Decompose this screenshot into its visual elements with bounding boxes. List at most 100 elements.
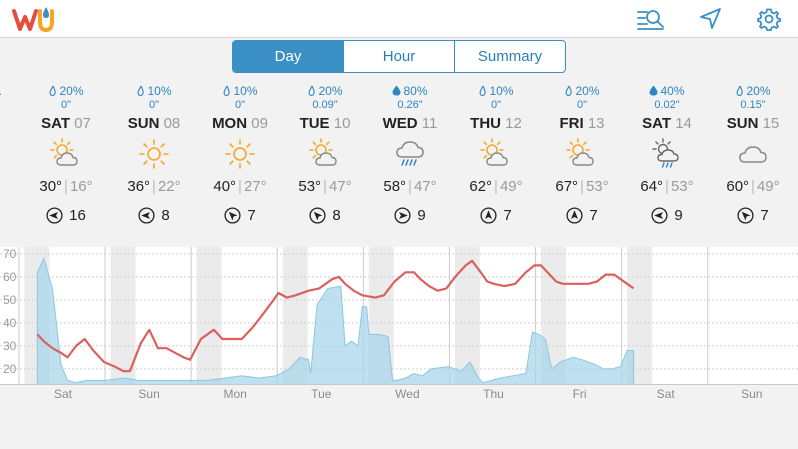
- day-column[interactable]: 20% 0" FRI 13 67° | 53° 7: [540, 84, 624, 227]
- temperature-range: 40° | 27°: [213, 178, 267, 195]
- sunny-icon: [112, 135, 196, 173]
- wind-direction-icon: [138, 206, 161, 224]
- tab-summary[interactable]: Summary: [454, 41, 565, 72]
- forecast-chart[interactable]: 20 30 40 50 60 70: [0, 247, 798, 385]
- precip-amount: 0": [490, 99, 502, 111]
- day-column[interactable]: 20% 0.15" SUN 15 60° | 49° 7: [711, 84, 795, 227]
- x-axis-day-label: Sun: [138, 387, 160, 401]
- day-column[interactable]: 10% 0" SUN 08 36° | 22° 8: [112, 84, 196, 227]
- y-tick-label: 60: [3, 270, 17, 284]
- day-column[interactable]: 20% 0.09" TUE 10 53° | 47° 8: [283, 84, 367, 227]
- day-column-partial[interactable]: .Y4°: [0, 84, 23, 198]
- temperature-range: 60° | 49°: [726, 178, 780, 195]
- precip-chance: 20%: [24, 84, 108, 98]
- precip-chance: 20%: [711, 84, 795, 98]
- day-column[interactable]: 40% 0.02" SAT 14 64° | 53° 9: [625, 84, 709, 227]
- wind: 16: [24, 203, 108, 227]
- y-tick-label: 30: [3, 339, 17, 353]
- raindrop-icon: [649, 85, 658, 96]
- search-list-icon[interactable]: [636, 7, 666, 31]
- cloudy-icon: [711, 135, 795, 173]
- y-tick-label: 20: [3, 362, 17, 376]
- precip-amount: 0.09": [312, 99, 338, 111]
- day-label: SUN 15: [726, 115, 780, 132]
- wind: 9: [368, 203, 452, 227]
- temperature-range: 36° | 22°: [127, 178, 181, 195]
- wind-direction-icon: [309, 206, 332, 224]
- wind-direction-icon: [394, 206, 417, 224]
- wind: 7: [198, 203, 282, 227]
- wind: 7: [711, 203, 795, 227]
- x-axis-day-label: Tue: [311, 387, 332, 401]
- wind-direction-icon: [651, 206, 674, 224]
- x-axis-day-label: Fri: [572, 387, 587, 401]
- location-arrow-icon[interactable]: [698, 7, 724, 31]
- gear-icon[interactable]: [756, 7, 782, 31]
- app-header: [0, 0, 798, 38]
- showers-icon: [625, 135, 709, 173]
- wu-logo[interactable]: [10, 3, 60, 35]
- precip-chance: 10%: [198, 84, 282, 98]
- day-label: WED 11: [382, 115, 438, 132]
- x-axis-day-label: Thu: [483, 387, 504, 401]
- day-label: THU 12: [470, 115, 522, 132]
- wind-direction-icon: [737, 206, 760, 224]
- day-column[interactable]: 10% 0" THU 12 62° | 49° 7: [454, 84, 538, 227]
- y-tick-label: 50: [3, 293, 17, 307]
- day-label: MON 09: [212, 115, 268, 132]
- day-label: SUN 08: [127, 115, 181, 132]
- precip-amount: 0.02": [654, 99, 680, 111]
- x-axis-day-label: Sat: [53, 387, 73, 401]
- partly-cloudy-icon: [454, 135, 538, 173]
- day-column[interactable]: 20% 0" SAT 07 30° | 16° 16: [24, 84, 108, 227]
- night-band: [196, 247, 222, 385]
- partly-cloudy-icon: [283, 135, 367, 173]
- wind-direction-icon: [480, 206, 503, 224]
- wind-direction-icon: [566, 206, 589, 224]
- daily-forecast[interactable]: 20% 0" SAT 07 30° | 16° 16 10% 0" SUN 08 36° | 22° 8 1…: [0, 84, 798, 234]
- tab-hour[interactable]: Hour: [343, 41, 454, 72]
- precip-amount: 0": [60, 99, 72, 111]
- day-label: FRI 13: [559, 115, 605, 132]
- precip-amount: 0": [234, 99, 246, 111]
- day-label: SAT 07: [41, 115, 91, 132]
- tab-day[interactable]: Day: [233, 41, 343, 72]
- raindrop-icon: [138, 85, 145, 96]
- wind: 7: [540, 203, 624, 227]
- x-axis-day-label: Wed: [395, 387, 420, 401]
- raindrop-icon: [309, 85, 316, 96]
- day-label: TUE 10: [299, 115, 351, 132]
- view-tabs: Day Hour Summary: [232, 40, 566, 73]
- y-tick-label: 70: [3, 247, 17, 261]
- precip-amount: 0.15": [740, 99, 766, 111]
- wind-direction-icon: [46, 206, 69, 224]
- precip-chance: 20%: [283, 84, 367, 98]
- raindrop-icon: [737, 85, 744, 96]
- day-column[interactable]: 80% 0.26" WED 11 58° | 47° 9: [368, 84, 452, 227]
- day-column[interactable]: 10% 0" MON 09 40° | 27° 7: [198, 84, 282, 227]
- day-label: SAT 14: [642, 115, 692, 132]
- x-axis-day-label: Sun: [741, 387, 763, 401]
- precip-chance: 20%: [540, 84, 624, 98]
- night-band: [454, 247, 480, 385]
- precip-chance: 10%: [454, 84, 538, 98]
- wind: 7: [454, 203, 538, 227]
- temperature-range: 53° | 47°: [298, 178, 352, 195]
- raindrop-icon: [50, 85, 57, 96]
- wind: 9: [625, 203, 709, 227]
- partly-cloudy-icon: [24, 135, 108, 173]
- x-axis-day-label: Mon: [223, 387, 247, 401]
- sunny-icon: [198, 135, 282, 173]
- rain-icon: [368, 135, 452, 173]
- raindrop-icon: [480, 85, 487, 96]
- wind-direction-icon: [224, 206, 247, 224]
- y-tick-label: 40: [3, 316, 17, 330]
- wind: 8: [112, 203, 196, 227]
- temperature-range: 30° | 16°: [39, 178, 93, 195]
- raindrop-icon: [566, 85, 573, 96]
- precip-chance: 80%: [368, 84, 452, 98]
- precip-chance: 10%: [112, 84, 196, 98]
- night-band: [110, 247, 136, 385]
- raindrop-icon: [224, 85, 231, 96]
- precip-amount: 0": [576, 99, 588, 111]
